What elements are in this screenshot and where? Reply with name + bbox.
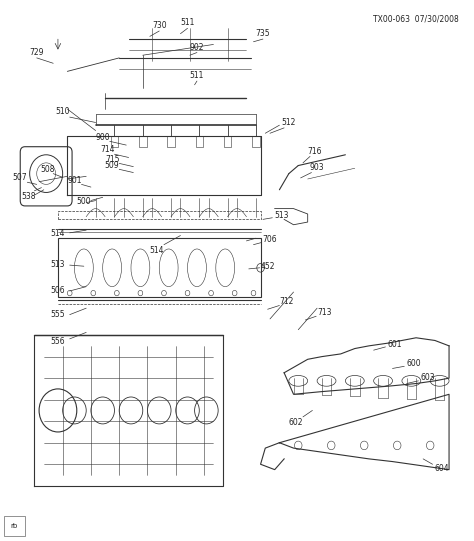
- Circle shape: [162, 291, 166, 296]
- Text: 602: 602: [289, 418, 303, 427]
- Bar: [58, 238, 261, 298]
- Text: 512: 512: [282, 118, 296, 127]
- Text: 715: 715: [105, 155, 119, 163]
- Text: 510: 510: [55, 107, 70, 116]
- Text: 500: 500: [76, 197, 91, 206]
- Text: 735: 735: [255, 29, 270, 38]
- Text: 513: 513: [274, 211, 289, 220]
- Bar: [139, 136, 146, 147]
- Circle shape: [251, 291, 256, 296]
- Bar: [196, 136, 203, 147]
- Text: 514: 514: [150, 246, 164, 255]
- Text: 901: 901: [67, 176, 82, 184]
- Text: 556: 556: [51, 337, 65, 346]
- Text: 506: 506: [51, 286, 65, 295]
- Text: 713: 713: [317, 308, 331, 317]
- Text: 555: 555: [51, 310, 65, 319]
- Text: 601: 601: [388, 340, 402, 349]
- Text: 509: 509: [105, 161, 119, 169]
- Circle shape: [138, 291, 143, 296]
- Text: 452: 452: [260, 262, 275, 270]
- Text: 716: 716: [308, 147, 322, 155]
- Text: 902: 902: [190, 43, 204, 51]
- Text: 511: 511: [180, 18, 195, 28]
- Text: 513: 513: [51, 260, 65, 268]
- Circle shape: [185, 291, 190, 296]
- Text: 538: 538: [21, 192, 36, 201]
- Circle shape: [67, 291, 72, 296]
- Circle shape: [209, 291, 213, 296]
- Circle shape: [91, 291, 96, 296]
- Bar: [224, 136, 231, 147]
- Text: TX00-063  07/30/2008: TX00-063 07/30/2008: [373, 15, 458, 24]
- Text: 600: 600: [406, 359, 421, 367]
- Text: 507: 507: [12, 174, 27, 182]
- Text: rb: rb: [11, 523, 18, 529]
- Text: 706: 706: [263, 235, 277, 244]
- Bar: [111, 136, 118, 147]
- Text: 514: 514: [51, 229, 65, 239]
- Text: 900: 900: [95, 133, 110, 142]
- Text: 730: 730: [152, 21, 166, 30]
- Text: 508: 508: [40, 165, 55, 174]
- Circle shape: [232, 291, 237, 296]
- Circle shape: [115, 291, 119, 296]
- Text: 604: 604: [435, 464, 449, 473]
- Text: 603: 603: [420, 373, 435, 381]
- Text: 511: 511: [190, 71, 204, 80]
- Text: 903: 903: [310, 163, 324, 171]
- Bar: [252, 136, 260, 147]
- Text: 714: 714: [100, 146, 115, 154]
- Text: 729: 729: [29, 48, 44, 57]
- Bar: [167, 136, 175, 147]
- Text: 712: 712: [279, 297, 294, 306]
